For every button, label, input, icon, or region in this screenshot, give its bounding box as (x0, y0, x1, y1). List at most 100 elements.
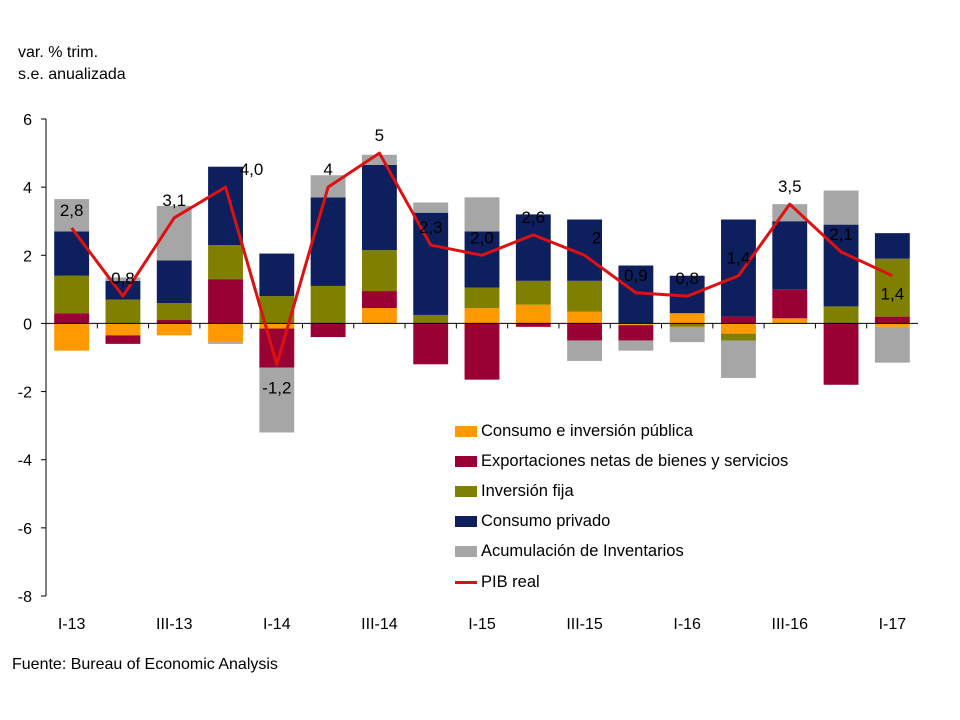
bar-segment-1 (208, 323, 243, 343)
bar-segment-1 (567, 311, 603, 324)
bar-segment-1 (105, 323, 141, 336)
legend-item: PIB real (455, 567, 788, 597)
data-label: 2,3 (419, 218, 443, 237)
legend-item: Consumo e inversión pública (455, 416, 788, 446)
y-tick-label: 6 (23, 112, 32, 129)
y-tick-label: -6 (18, 521, 32, 538)
data-label: 1,4 (727, 249, 751, 268)
y-tick-label: -4 (18, 453, 32, 470)
data-label: 2,8 (60, 201, 84, 220)
bar-segment-5 (156, 205, 192, 261)
bar-segment-2 (208, 279, 243, 324)
data-label: 3,1 (162, 191, 186, 210)
bar-segment-4 (413, 212, 449, 315)
legend-label: PIB real (481, 572, 540, 591)
legend-label: Consumo privado (481, 512, 611, 531)
data-label: 5 (375, 126, 384, 145)
legend-swatch (455, 516, 477, 528)
bar-segment-2 (618, 325, 654, 341)
bar-segment-1 (669, 313, 705, 324)
bar-segment-1 (874, 323, 910, 327)
data-label: -1,2 (262, 378, 291, 397)
bar-segment-2 (772, 289, 808, 319)
x-tick-label: I-14 (263, 616, 291, 633)
bar-segment-5 (823, 190, 859, 225)
legend-item: Exportaciones netas de bienes y servicio… (455, 446, 788, 476)
bar-segment-5 (567, 340, 603, 361)
y-tick-label: -8 (18, 589, 32, 606)
bar-segment-4 (259, 253, 295, 297)
bar-segment-2 (310, 323, 346, 338)
source-note: Fuente: Bureau of Economic Analysis (12, 656, 278, 673)
bar-segment-2 (156, 320, 192, 324)
bar-segment-4 (772, 221, 808, 290)
gdp-line (70, 151, 893, 366)
legend-label: Inversión fija (481, 481, 574, 500)
bar-segment-3 (874, 258, 910, 317)
x-tick-label: I-15 (468, 616, 496, 633)
x-tick-label: III-15 (566, 616, 603, 633)
bar-segment-2 (54, 313, 90, 324)
legend-swatch (455, 425, 477, 437)
bar-segment-4 (54, 231, 90, 276)
bar-segment-2 (515, 323, 551, 327)
bar-segment-1 (515, 304, 551, 324)
bar-segment-5 (413, 202, 449, 213)
x-tick-label: III-14 (361, 616, 398, 633)
data-label: 4 (323, 160, 332, 179)
y-axis-label-line1: var. % trim. (18, 44, 99, 61)
y-axis-label: var. % trim. s.e. anualizada (18, 42, 126, 86)
y-tick-label: 4 (23, 180, 32, 197)
bar-segment-3 (208, 245, 243, 280)
bar-segment-2 (361, 291, 397, 309)
legend-swatch (455, 485, 477, 497)
x-tick-label: III-13 (156, 616, 193, 633)
bar-segment-5 (259, 367, 295, 433)
legend-label: Exportaciones netas de bienes y servicio… (481, 451, 789, 470)
bar-segment-1 (361, 308, 397, 324)
bar-segment-5 (721, 340, 756, 378)
bar-segment-1 (156, 323, 192, 336)
bar-segment-3 (310, 285, 346, 324)
legend-swatch (455, 455, 477, 467)
bar-segment-5 (874, 326, 910, 363)
bar-segment-5 (208, 342, 243, 344)
legend: Consumo e inversión pública Exportaciones… (455, 416, 788, 597)
data-label: 4,0 (240, 160, 264, 179)
data-label: 0,8 (111, 269, 135, 288)
bar-segment-5 (669, 326, 705, 343)
bar-segment-4 (310, 197, 346, 286)
bar-segment-2 (823, 323, 859, 385)
legend-label: Consumo e inversión pública (481, 421, 693, 440)
bar-segment-3 (464, 287, 500, 309)
data-label: 2,1 (829, 225, 853, 244)
bar-segment-4 (874, 233, 910, 259)
y-tick-label: 2 (23, 248, 32, 265)
bar-segment-5 (361, 154, 397, 165)
bar-segment-3 (156, 302, 192, 321)
data-label: 2,6 (521, 208, 545, 227)
x-tick-label: I-13 (58, 616, 86, 633)
bar-segment-4 (361, 164, 397, 251)
bar-segment-2 (464, 323, 500, 380)
bar-segment-1 (464, 308, 500, 324)
bar-segment-2 (413, 323, 449, 365)
bar-segment-1 (54, 323, 90, 351)
bar-segment-4 (156, 260, 192, 303)
bar-segment-5 (464, 197, 500, 232)
bar-segment-3 (413, 314, 449, 324)
x-tick-label: III-16 (772, 616, 809, 633)
bar-segment-3 (515, 280, 551, 305)
bar-segment-3 (54, 275, 90, 314)
data-label: 1,4 (881, 285, 905, 304)
legend-label: Acumulación de Inventarios (481, 542, 684, 561)
data-label: 2 (592, 228, 601, 247)
y-axis-label-line2: s.e. anualizada (18, 66, 126, 83)
bar-segment-1 (721, 323, 756, 334)
bar-segment-3 (669, 323, 705, 327)
bar-segment-5 (54, 199, 90, 232)
bar-segment-2 (567, 323, 603, 341)
y-tick-label: 0 (23, 316, 32, 333)
legend-item: Acumulación de Inventarios (455, 537, 788, 567)
